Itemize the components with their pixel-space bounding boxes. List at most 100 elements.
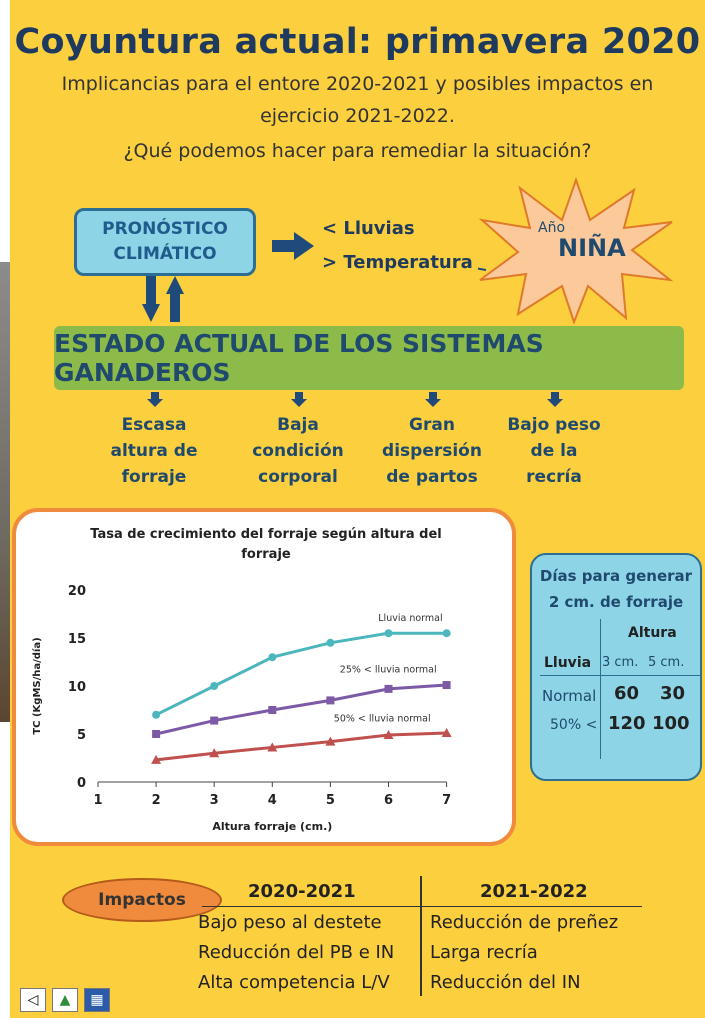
estado-item-forraje: Escasa altura de forraje <box>99 412 209 490</box>
estado-item-partos-line: Gran <box>409 415 455 435</box>
estado-item-recria-line: de la <box>530 441 578 461</box>
days-normal-3cm: 60 <box>614 683 640 704</box>
series-point <box>210 682 219 690</box>
days-row-header: Lluvia <box>544 655 592 671</box>
series-point <box>326 696 335 705</box>
estado-item-forraje-line: altura de <box>110 441 198 461</box>
burst-small-label: Año <box>538 220 566 236</box>
series-point <box>267 742 278 752</box>
impactos-col1-header: 2020-2021 <box>248 881 356 902</box>
impactos-col1-item: Reducción del PB e IN <box>198 942 395 963</box>
x-tick-label: 7 <box>442 793 451 808</box>
days-group-header: Altura <box>628 625 677 641</box>
speaker-logo-icon: ◁ <box>20 988 46 1012</box>
right-arrow-icon <box>272 232 314 260</box>
impactos-label: Impactos <box>62 878 222 922</box>
y-tick-label: 10 <box>68 680 86 695</box>
y-axis-label: TC (KgMS/ha/día) <box>31 637 43 734</box>
estado-item-condicion-line: corporal <box>258 467 338 487</box>
estado-item-partos-line: dispersión <box>382 441 482 461</box>
days-col-3cm: 3 cm. <box>602 655 639 670</box>
series-point <box>384 629 393 638</box>
chart-panel: Tasa de crecimiento del forraje según al… <box>12 508 516 846</box>
impactos-col2-header: 2021-2022 <box>480 881 588 902</box>
x-tick-label: 4 <box>268 793 277 808</box>
series-label: 50% < lluvia normal <box>334 714 431 725</box>
y-tick-label: 5 <box>77 728 86 743</box>
days-50-3cm: 120 <box>608 713 646 734</box>
chart-title-line: Tasa de crecimiento del forraje según al… <box>90 527 441 542</box>
estado-item-partos: Gran dispersión de partos <box>377 412 487 490</box>
series-point <box>268 653 277 662</box>
impactos-header-rule <box>202 906 642 907</box>
x-tick-label: 2 <box>152 793 161 808</box>
burst-big-label: NIÑA <box>558 234 626 262</box>
series-point <box>442 681 451 690</box>
subtitle-line-1: Implicancias para el entore 2020-2021 y … <box>61 73 654 95</box>
days-title-line-2: 2 cm. de forraje <box>548 593 684 611</box>
estado-item-condicion-line: condición <box>252 441 344 461</box>
estado-item-recria-line: recría <box>526 467 582 487</box>
estado-item-recria-line: Bajo peso <box>507 415 601 435</box>
y-tick-label: 15 <box>68 632 86 647</box>
series-point <box>441 728 452 738</box>
nina-burst <box>478 176 674 324</box>
subtitle-line-2: ejercicio 2021-2022. <box>260 105 455 127</box>
estado-item-condicion: Baja condición corporal <box>243 412 353 490</box>
institution-logo-icon: ▦ <box>84 988 110 1012</box>
series-line-2 <box>155 731 447 762</box>
forecast-box-line-2: CLIMÁTICO <box>113 244 217 264</box>
series-point <box>152 710 161 719</box>
series-line-0 <box>155 631 447 717</box>
up-down-arrows-icon <box>142 276 184 322</box>
series-point <box>384 684 393 693</box>
poster: Coyuntura actual: primavera 2020 Implica… <box>10 0 705 1018</box>
series-label: Lluvia normal <box>378 613 442 624</box>
series-point <box>325 736 336 746</box>
page-title: Coyuntura actual: primavera 2020 <box>14 22 701 62</box>
forecast-box: PRONÓSTICO CLIMÁTICO <box>74 208 256 276</box>
effect-rain: < Lluvias <box>322 218 415 239</box>
estado-item-recria: Bajo peso de la recría <box>499 412 609 490</box>
days-row-normal-label: Normal <box>542 687 597 705</box>
x-axis-label: Altura forraje (cm.) <box>212 820 332 833</box>
y-tick-label: 20 <box>68 584 86 599</box>
estado-item-partos-line: de partos <box>386 467 478 487</box>
triangle-logo-icon: ▲ <box>52 988 78 1012</box>
impactos-col2-item: Reducción de preñez <box>430 912 619 933</box>
series-line-1 <box>155 683 447 736</box>
days-col-5cm: 5 cm. <box>648 655 685 670</box>
days-divider-v <box>600 619 601 759</box>
series-point <box>151 754 162 764</box>
impactos-col1-item: Alta competencia L/V <box>198 972 390 993</box>
estado-banner: ESTADO ACTUAL DE LOS SISTEMAS GANADEROS <box>54 326 684 390</box>
x-tick-label: 5 <box>326 793 335 808</box>
series-point <box>326 638 335 647</box>
days-title-line-1: Días para generar <box>539 567 693 585</box>
subtitle-line-3: ¿Qué podemos hacer para remediar la situ… <box>123 140 592 162</box>
x-tick-label: 6 <box>384 793 393 808</box>
series-point <box>383 729 394 739</box>
effect-temperature: > Temperatura <box>322 252 473 273</box>
forecast-box-line-1: PRONÓSTICO <box>102 219 228 239</box>
impactos-col2-item: Larga recría <box>430 942 538 963</box>
days-divider-h <box>540 675 700 676</box>
estado-item-forraje-line: forraje <box>121 467 187 487</box>
y-tick-label: 0 <box>77 776 86 791</box>
impactos-col2-item: Reducción del IN <box>430 972 581 993</box>
impactos-col1-item: Bajo peso al destete <box>198 912 382 933</box>
chart-title-line: forraje <box>241 547 291 562</box>
days-table-panel: Días para generar 2 cm. de forraje Altur… <box>530 553 702 781</box>
estado-item-forraje-line: Escasa <box>121 415 187 435</box>
series-point <box>152 730 161 738</box>
days-50-5cm: 100 <box>652 713 690 734</box>
impactos-divider <box>420 876 422 996</box>
series-point <box>210 716 219 725</box>
x-tick-label: 3 <box>210 793 219 808</box>
growth-rate-chart: Tasa de crecimiento del forraje según al… <box>31 527 452 833</box>
x-tick-label: 1 <box>93 793 102 808</box>
days-row-50-label: 50% < <box>550 717 598 733</box>
series-point <box>209 748 220 758</box>
series-point <box>268 706 277 714</box>
days-normal-5cm: 30 <box>660 683 686 704</box>
